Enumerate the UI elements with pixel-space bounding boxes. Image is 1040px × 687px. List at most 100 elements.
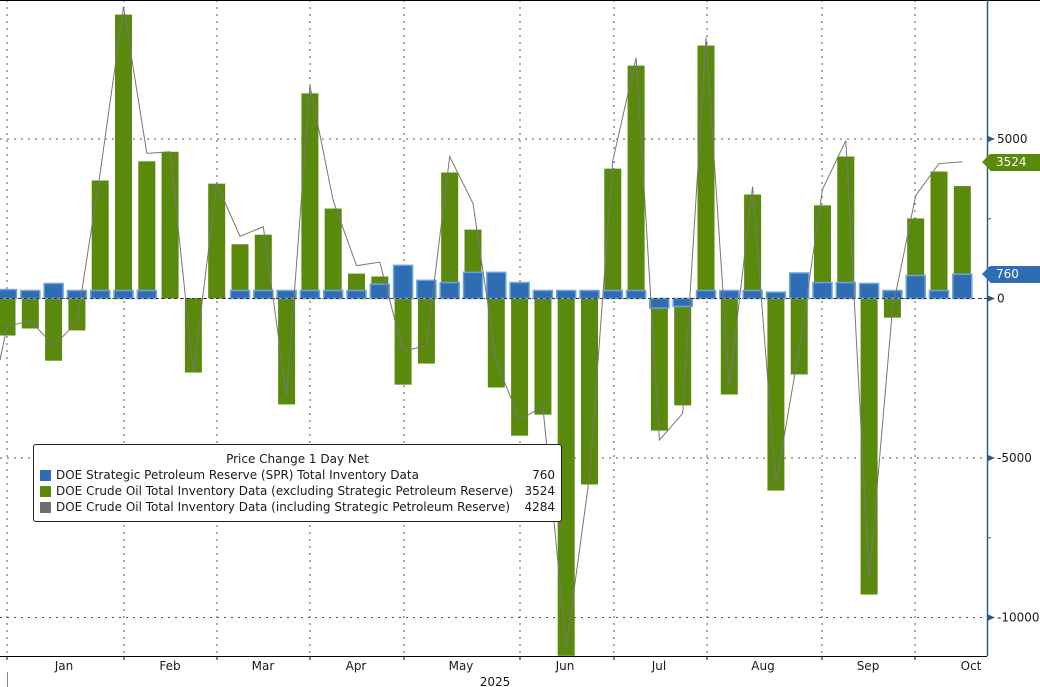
bar-crude-ex-spr [674, 298, 692, 406]
y-axis-ticks: 5000 0 -5000 -10000 [987, 132, 1040, 625]
legend-label: DOE Crude Oil Total Inventory Data (excl… [56, 484, 514, 498]
x-tick-label: Oct [961, 659, 982, 673]
y-tick-label: 5000 [997, 132, 1028, 146]
x-tick-label: May [449, 659, 474, 673]
bar-crude-ex-spr [744, 194, 762, 299]
bar-spr [322, 289, 344, 300]
bar-crude-ex-spr [441, 172, 459, 299]
bar-crude-ex-spr [487, 298, 505, 388]
y-tick-arrow-icon [988, 614, 995, 621]
bar-spr [0, 288, 18, 300]
bar-crude-ex-spr [767, 298, 785, 491]
bar-crude-ex-spr [115, 14, 132, 299]
y-tick-arrow-icon [988, 136, 995, 142]
x-axis-ticks: Jan Feb Mar Apr May Jun Jul Aug Sep Oct [6, 656, 982, 673]
x-tick-label: Apr [346, 659, 367, 673]
x-tick-label: Feb [159, 659, 180, 673]
bar-crude-ex-spr [394, 298, 412, 385]
legend-swatch-crude-incl-spr [40, 501, 51, 513]
legend-value: 4284 [524, 500, 555, 514]
bar-spr [20, 289, 41, 300]
bar-crude-ex-spr [208, 183, 226, 299]
y-tick-label: -10000 [997, 611, 1040, 625]
bar-spr [579, 289, 600, 300]
legend-swatch-crude-ex-spr [40, 485, 51, 497]
bar-spr [509, 281, 530, 300]
bar-crude-ex-spr [91, 180, 109, 299]
bar-spr [952, 273, 973, 300]
bar-crude-ex-spr [301, 93, 319, 299]
bar-spr [672, 297, 693, 308]
bar-spr [905, 274, 926, 300]
x-axis-label: 2025 [480, 675, 511, 687]
legend-value: 760 [532, 468, 555, 482]
last-value-tag-spr: 760 [982, 266, 1040, 283]
bar-spr [43, 282, 64, 300]
bar-crude-ex-spr [930, 171, 948, 299]
spr-bars [0, 264, 987, 309]
bar-spr [765, 291, 787, 300]
bar-spr [788, 272, 810, 300]
bar-spr [742, 289, 763, 300]
bar-crude-ex-spr [138, 161, 156, 299]
bar-crude-ex-spr [68, 298, 86, 331]
bar-crude-ex-spr [627, 65, 645, 299]
crude-incl-spr-line [0, 6, 963, 648]
legend: Price Change 1 Day Net DOE Strategic Pet… [33, 444, 562, 522]
x-tick-label: Mar [252, 659, 275, 673]
bar-spr [835, 281, 857, 300]
bar-spr [858, 282, 880, 300]
bar-crude-ex-spr [254, 234, 272, 299]
legend-entry-crude-incl-spr: DOE Crude Oil Total Inventory Data (incl… [40, 499, 555, 515]
bar-spr [695, 289, 717, 300]
bar-crude-ex-spr [0, 298, 16, 336]
line-crude-incl-spr-lead [0, 326, 8, 361]
bar-crude-ex-spr [161, 151, 179, 299]
bar-crude-ex-spr [557, 298, 575, 656]
bar-crude-ex-spr [650, 298, 668, 431]
bar-crude-ex-spr [604, 168, 622, 299]
legend-label: DOE Strategic Petroleum Reserve (SPR) To… [56, 468, 419, 482]
bar-spr [486, 271, 507, 300]
bar-spr [392, 264, 414, 300]
bar-crude-ex-spr [860, 298, 878, 595]
legend-entry-spr: DOE Strategic Petroleum Reserve (SPR) To… [40, 467, 555, 483]
bar-crude-ex-spr [837, 156, 855, 299]
bar-crude-ex-spr [581, 298, 598, 485]
legend-label: DOE Crude Oil Total Inventory Data (incl… [56, 500, 511, 514]
bar-crude-ex-spr [324, 208, 342, 299]
legend-entry-crude-ex-spr: DOE Crude Oil Total Inventory Data (excl… [40, 483, 555, 499]
x-tick-label: Jan [54, 659, 74, 673]
bar-spr [649, 297, 670, 309]
bar-spr [882, 289, 903, 300]
bar-crude-ex-spr [184, 298, 202, 373]
legend-title: Price Change 1 Day Net [226, 452, 369, 466]
x-tick-label: Jul [651, 659, 666, 673]
bar-crude-ex-spr [814, 205, 831, 299]
legend-swatch-spr [40, 469, 51, 481]
grid [0, 0, 987, 656]
bar-spr [602, 289, 624, 300]
bar-spr [555, 289, 577, 300]
bar-spr [346, 289, 367, 300]
bar-crude-ex-spr [21, 298, 39, 329]
legend-value: 3524 [524, 484, 555, 498]
bar-crude-ex-spr [697, 45, 715, 299]
bar-spr [625, 289, 647, 300]
bar-spr [719, 289, 740, 300]
y-tick-arrow-icon [988, 295, 995, 302]
bar-spr [299, 289, 321, 300]
y-tick-label: 0 [997, 292, 1005, 306]
bar-spr [229, 289, 251, 300]
bar-spr [439, 281, 460, 300]
bar-crude-ex-spr [231, 244, 249, 299]
bar-spr [812, 281, 833, 300]
bar-crude-ex-spr [45, 298, 63, 361]
y-tick-label: -5000 [997, 451, 1032, 465]
bar-spr [462, 271, 484, 300]
bar-spr [928, 289, 950, 300]
bar-crude-ex-spr [534, 298, 552, 415]
y-tick-arrow-icon [988, 455, 995, 461]
bar-spr [66, 289, 88, 300]
